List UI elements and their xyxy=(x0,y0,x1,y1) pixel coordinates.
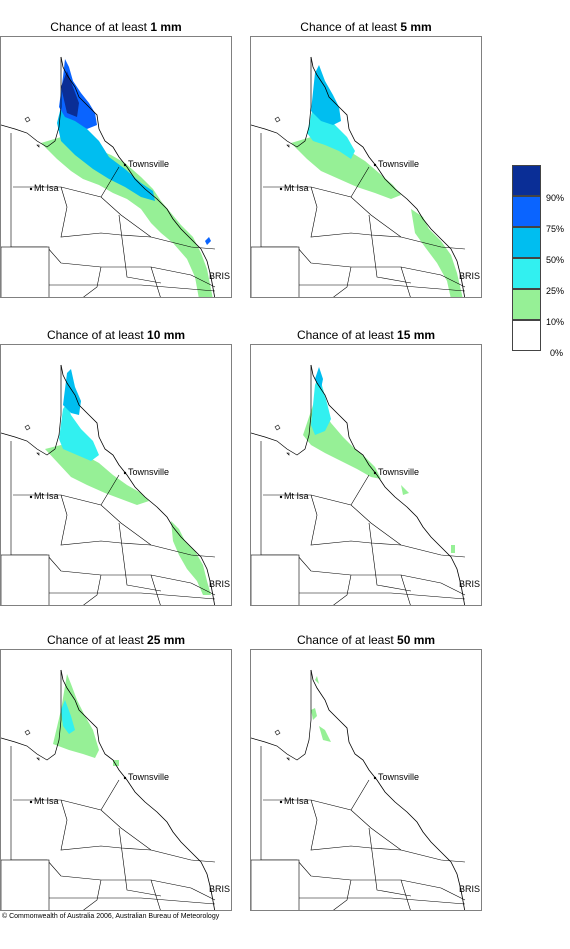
panel-title: Chance of at least 25 mm xyxy=(0,633,232,647)
title-amount: 50 mm xyxy=(397,633,436,647)
legend-label-10: 10% xyxy=(546,317,565,327)
title-prefix: Chance of at least xyxy=(46,633,148,647)
map-panel-5mm: Chance of at least 5 mm Townsville Mt Is… xyxy=(250,20,482,336)
title-amount: 10 mm xyxy=(147,328,186,342)
legend-swatch-0 xyxy=(512,320,541,351)
map-image: Townsville Mt Isa BRIS xyxy=(250,649,482,911)
copyright-notice: © Commonwealth of Australia 2006, Austra… xyxy=(2,913,220,920)
legend-label-0: 0% xyxy=(550,348,564,358)
label-mt-isa: Mt Isa xyxy=(34,796,59,806)
title-prefix: Chance of at least xyxy=(296,328,398,342)
map-image: Townsville Mt Isa BRIS xyxy=(0,344,232,606)
label-townsville: Townsville xyxy=(128,467,169,477)
title-amount: 15 mm xyxy=(397,328,436,342)
label-townsville: Townsville xyxy=(128,159,169,169)
label-townsville: Townsville xyxy=(128,772,169,782)
map-image: Townsville Mt Isa BRIS xyxy=(250,36,482,298)
title-amount: 25 mm xyxy=(147,633,186,647)
legend-label-50: 50% xyxy=(546,255,565,265)
panel-title: Chance of at least 10 mm xyxy=(0,328,232,342)
map-image: Townsville Mt Isa BRIS xyxy=(0,649,232,911)
label-mt-isa: Mt Isa xyxy=(284,796,309,806)
label-mt-isa: Mt Isa xyxy=(34,491,59,501)
title-amount: 1 mm xyxy=(150,20,182,34)
title-prefix: Chance of at least xyxy=(300,20,401,34)
panel-title: Chance of at least 50 mm xyxy=(250,633,482,647)
label-mt-isa: Mt Isa xyxy=(34,183,59,193)
map-panel-25mm: Chance of at least 25 mm Townsville Mt I… xyxy=(0,633,232,949)
label-bris: BRIS xyxy=(209,271,230,281)
panel-title: Chance of at least 5 mm xyxy=(250,20,482,34)
title-prefix: Chance of at least xyxy=(46,328,148,342)
map-panel-10mm: Chance of at least 10 mm Townsville Mt I… xyxy=(0,328,232,644)
panel-title: Chance of at least 15 mm xyxy=(250,328,482,342)
map-panel-1mm: Chance of at least 1 mm Townsville Mt Is… xyxy=(0,20,232,336)
title-prefix: Chance of at least xyxy=(296,633,398,647)
label-bris: BRIS xyxy=(209,579,230,589)
label-bris: BRIS xyxy=(459,271,480,281)
legend-label-90: 90% xyxy=(546,193,565,203)
map-panel-15mm: Chance of at least 15 mm Townsville Mt I… xyxy=(250,328,482,644)
legend-label-25: 25% xyxy=(546,286,565,296)
legend-swatch-75 xyxy=(512,196,541,227)
legend-swatch-90 xyxy=(512,165,541,196)
legend-swatch-10 xyxy=(512,289,541,320)
label-townsville: Townsville xyxy=(378,467,419,477)
legend-swatch-50 xyxy=(512,227,541,258)
legend-swatch-25 xyxy=(512,258,541,289)
map-image: Townsville Mt Isa BRIS xyxy=(250,344,482,606)
label-mt-isa: Mt Isa xyxy=(284,491,309,501)
map-panel-50mm: Chance of at least 50 mm Townsville Mt I… xyxy=(250,633,482,949)
label-townsville: Townsville xyxy=(378,159,419,169)
title-prefix: Chance of at least xyxy=(50,20,151,34)
probability-legend: 90% 75% 50% 25% 10% 0% xyxy=(512,165,570,358)
map-image: Townsville Mt Isa BRIS xyxy=(0,36,232,298)
label-bris: BRIS xyxy=(459,579,480,589)
title-amount: 5 mm xyxy=(400,20,432,34)
label-townsville: Townsville xyxy=(378,772,419,782)
label-mt-isa: Mt Isa xyxy=(284,183,309,193)
label-bris: BRIS xyxy=(459,884,480,894)
label-bris: BRIS xyxy=(209,884,230,894)
panel-title: Chance of at least 1 mm xyxy=(0,20,232,34)
legend-label-75: 75% xyxy=(546,224,565,234)
